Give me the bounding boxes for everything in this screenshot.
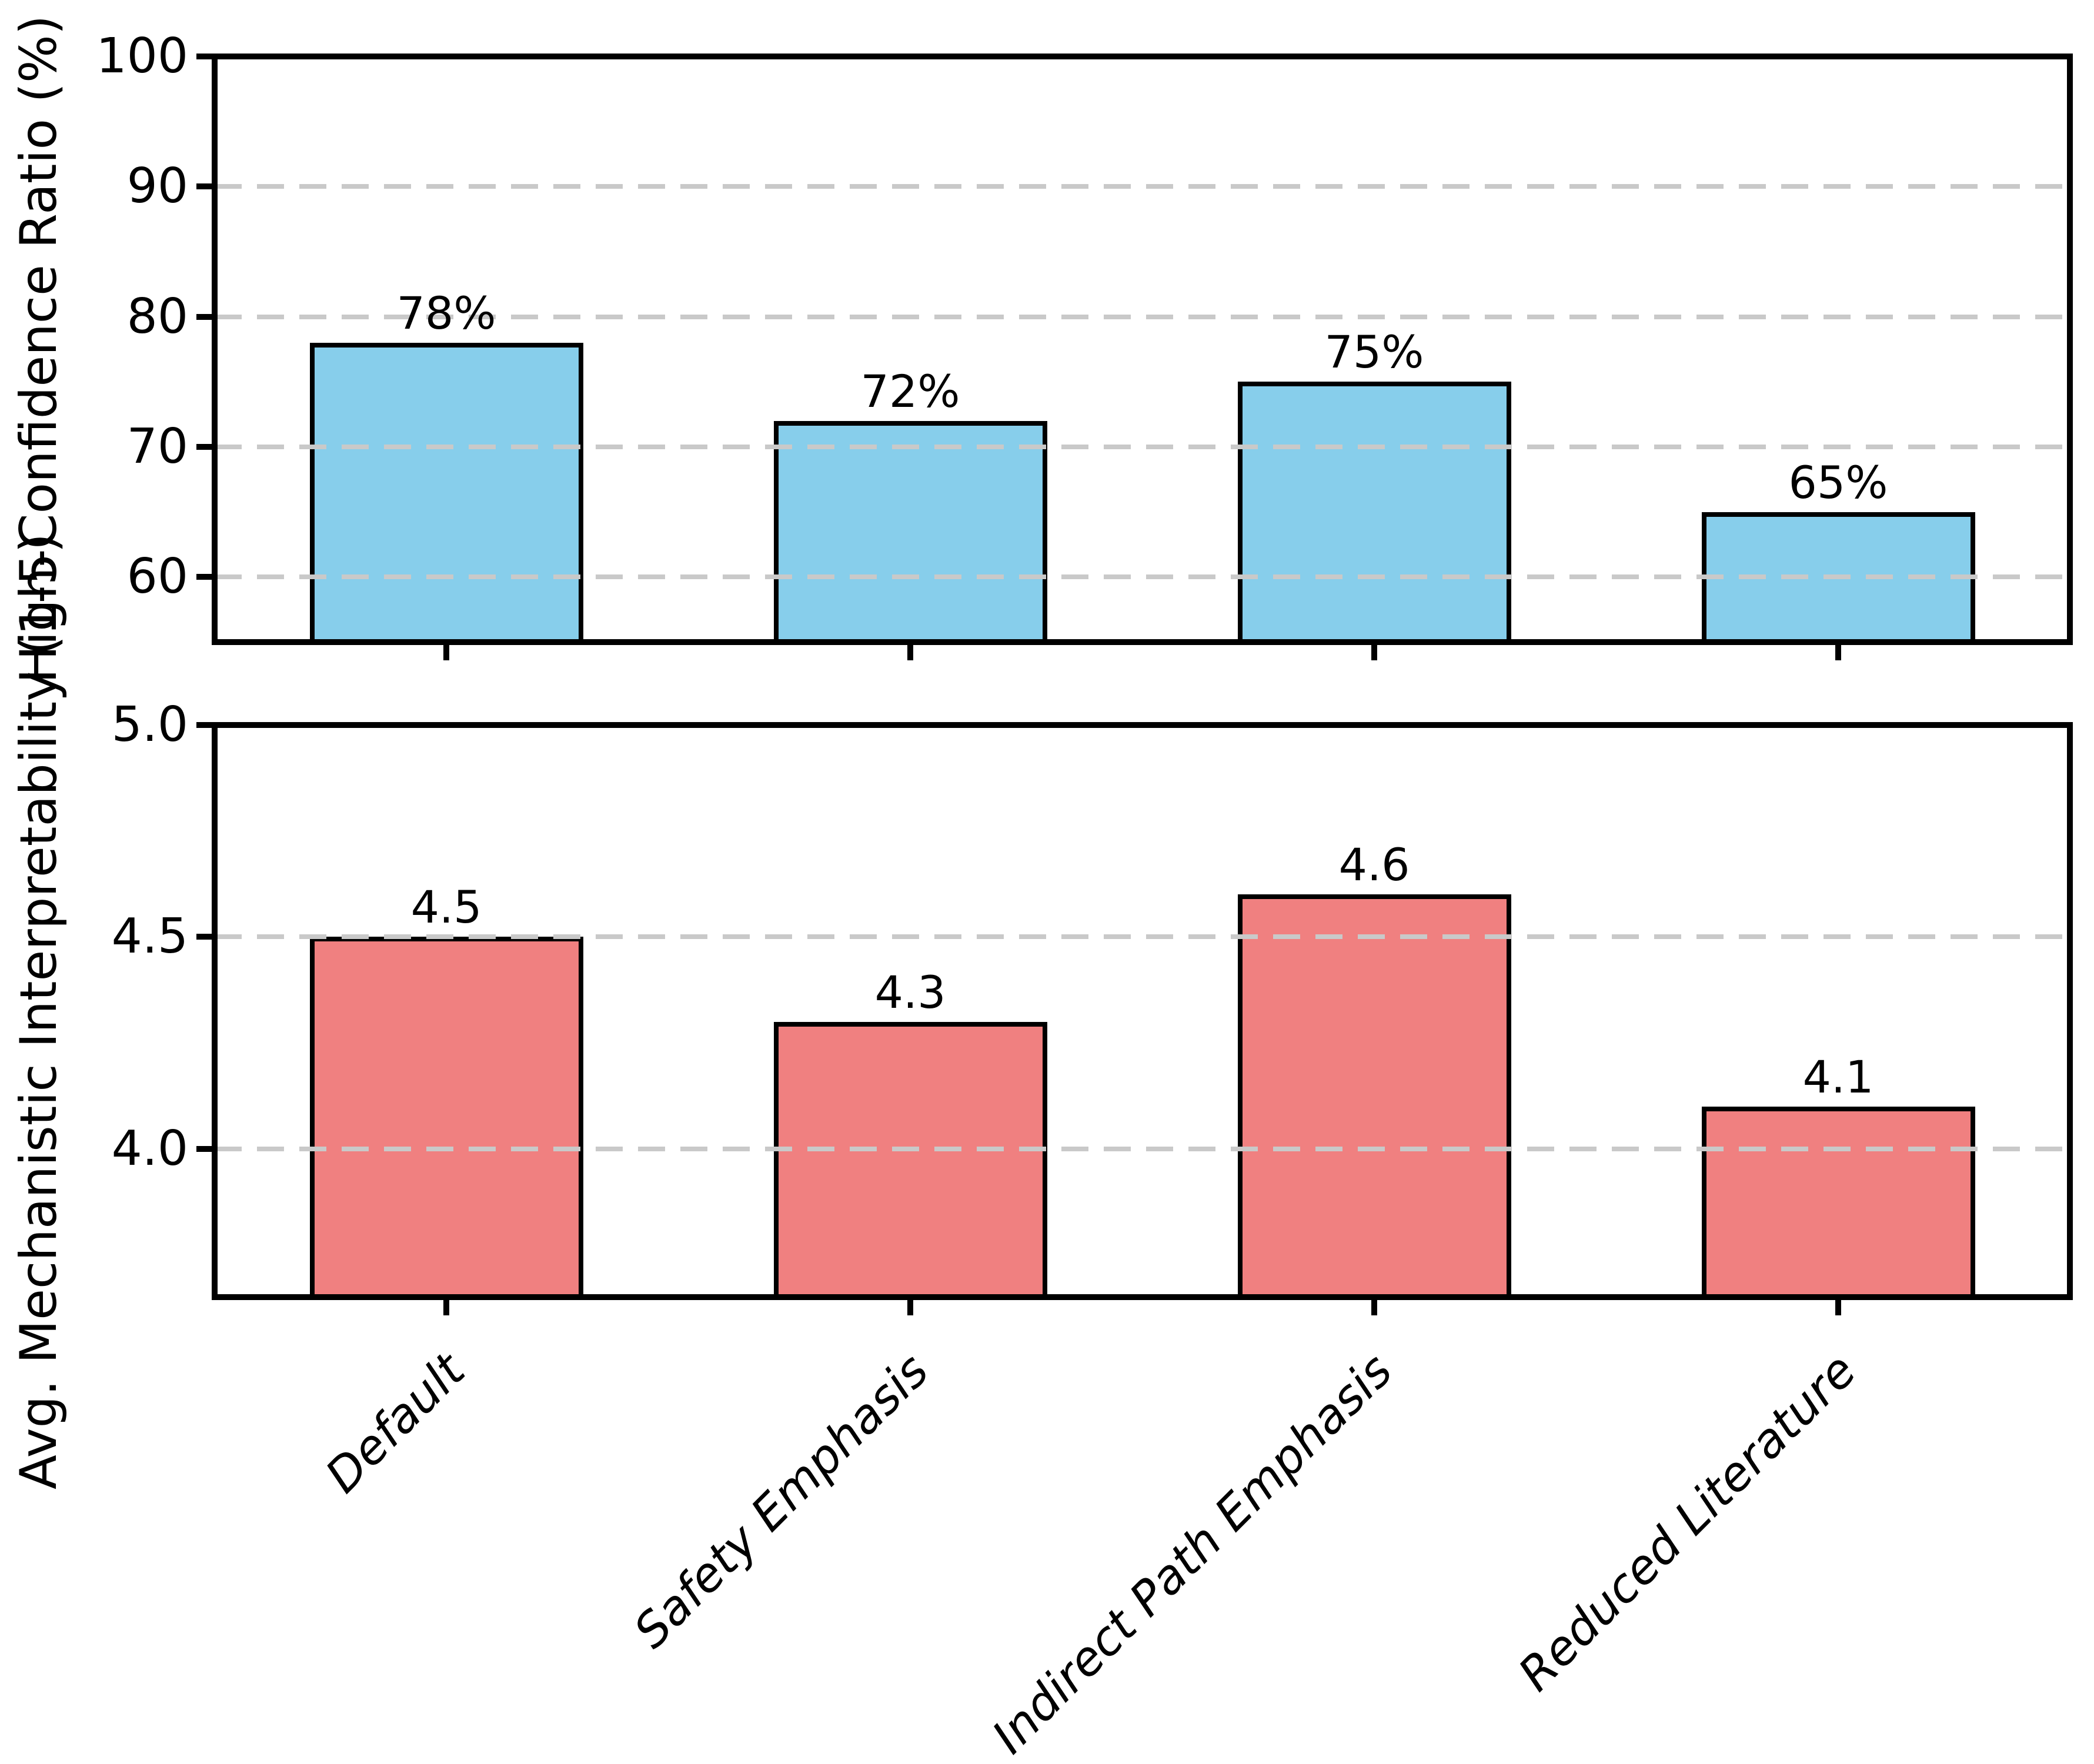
bar-value-label-safety-emphasis: 4.3 [874,966,946,1018]
y-tick-label: 4.5 [111,908,188,965]
bar-value-label-default: 4.5 [410,881,482,933]
grid-line [215,574,2070,580]
bar-default [309,937,583,1297]
x-tick [1371,645,1377,660]
y-tick-label: 100 [96,28,188,84]
bar-default [309,343,583,642]
bar-reduced-literature [1701,1107,1975,1297]
bar-indirect-path-emphasis [1237,894,1511,1297]
y-tick [196,934,212,940]
bar-value-label-indirect-path-emphasis: 4.6 [1338,838,1410,891]
x-tick [443,645,449,660]
x-tick [907,645,913,660]
bottom-chart-axes: 4.5 4.3 4.6 4.1 [196,722,2073,1315]
bottom-chart-y-axis-label: Avg. Mechanistic Interpretability (1-5) [9,533,68,1489]
grid-line [215,445,2070,449]
x-tick [1835,645,1841,660]
y-tick-label: 60 [126,549,188,605]
bar-safety-emphasis [773,421,1047,642]
grid-line [215,54,2070,59]
y-tick [196,183,212,190]
y-tick [196,1145,212,1152]
x-tick-label-default: Default [315,1343,476,1504]
y-tick-label: 70 [126,419,188,475]
grid-line [215,184,2070,189]
bar-value-label-default: 78% [396,287,496,339]
bar-value-label-indirect-path-emphasis: 75% [1324,326,1424,378]
grid-line [215,934,2070,940]
grid-line [215,723,2070,727]
y-tick-label: 90 [126,158,188,215]
bar-safety-emphasis [773,1022,1047,1297]
x-tick-label-indirect-path-emphasis: Indirect Path Emphasis [981,1343,1403,1764]
x-tick-label-reduced-literature: Reduced Literature [1508,1343,1867,1702]
grid-line [215,1146,2070,1151]
bar-indirect-path-emphasis [1237,382,1511,642]
x-tick [1835,1300,1841,1315]
y-tick [196,313,212,320]
grid-line [215,314,2070,319]
y-tick [196,722,212,728]
x-tick [443,1300,449,1315]
y-tick-label: 80 [126,288,188,345]
x-tick [907,1300,913,1315]
x-tick-label-safety-emphasis: Safety Emphasis [623,1343,939,1659]
top-chart-axes: 78% 72% 75% 65% [196,54,2073,660]
bar-value-label-reduced-literature: 4.1 [1802,1051,1874,1103]
y-tick-label: 4.0 [111,1120,188,1177]
y-tick [196,444,212,450]
y-tick [196,54,212,59]
bar-value-label-safety-emphasis: 72% [860,365,960,417]
x-tick [1371,1300,1377,1315]
y-tick [196,574,212,580]
bar-value-label-reduced-literature: 65% [1788,456,1888,509]
y-tick-label: 5.0 [111,697,188,753]
